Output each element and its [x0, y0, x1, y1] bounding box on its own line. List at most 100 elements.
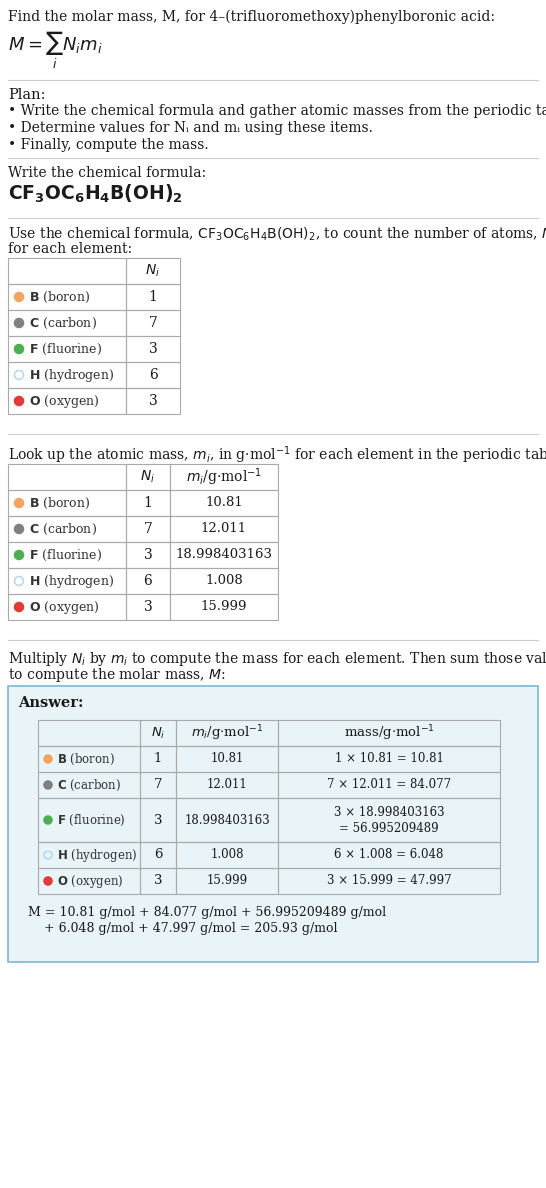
Bar [126, 284, 180, 310]
Bar [170, 542, 278, 568]
Bar [140, 772, 176, 798]
Text: to compute the molar mass, $M$:: to compute the molar mass, $M$: [8, 666, 225, 684]
Text: 3 × 18.998403163: 3 × 18.998403163 [334, 805, 444, 819]
Bar [8, 310, 126, 336]
Text: $\mathbf{F}$ (fluorine): $\mathbf{F}$ (fluorine) [29, 341, 102, 356]
Text: $m_i$/g$\cdot$mol$^{-1}$: $m_i$/g$\cdot$mol$^{-1}$ [191, 723, 263, 742]
Text: • Finally, compute the mass.: • Finally, compute the mass. [8, 138, 209, 152]
Text: 7 × 12.011 = 84.077: 7 × 12.011 = 84.077 [327, 778, 451, 791]
Bar [126, 258, 180, 284]
Text: Find the molar mass, M, for 4–(trifluoromethoxy)phenylboronic acid:: Find the molar mass, M, for 4–(trifluoro… [8, 10, 495, 25]
Bar [176, 772, 278, 798]
Text: = 56.995209489: = 56.995209489 [339, 821, 439, 834]
Text: 7: 7 [149, 316, 157, 330]
Text: 18.998403163: 18.998403163 [175, 549, 272, 562]
Circle shape [15, 318, 23, 328]
Bar [176, 746, 278, 772]
Text: $\mathbf{O}$ (oxygen): $\mathbf{O}$ (oxygen) [29, 392, 99, 410]
Bar [38, 746, 140, 772]
Circle shape [15, 602, 23, 612]
Bar [176, 868, 278, 895]
Text: 6 × 1.008 = 6.048: 6 × 1.008 = 6.048 [334, 848, 444, 861]
Bar [126, 465, 170, 489]
Text: 1.008: 1.008 [205, 575, 243, 588]
Circle shape [44, 781, 52, 789]
Text: $\mathbf{O}$ (oxygen): $\mathbf{O}$ (oxygen) [57, 872, 123, 890]
Text: 18.998403163: 18.998403163 [184, 814, 270, 827]
Bar [126, 362, 180, 388]
Text: Look up the atomic mass, $m_i$, in g$\cdot$mol$^{-1}$ for each element in the pe: Look up the atomic mass, $m_i$, in g$\cd… [8, 444, 546, 466]
Text: 12.011: 12.011 [201, 523, 247, 536]
Circle shape [44, 756, 52, 763]
Bar [278, 772, 500, 798]
Text: • Determine values for Nᵢ and mᵢ using these items.: • Determine values for Nᵢ and mᵢ using t… [8, 121, 373, 135]
Text: for each element:: for each element: [8, 242, 132, 255]
Bar [140, 868, 176, 895]
Text: $N_i$: $N_i$ [145, 263, 161, 279]
Circle shape [15, 524, 23, 533]
Bar [8, 284, 126, 310]
Text: 1: 1 [149, 290, 157, 304]
Text: 3: 3 [149, 394, 157, 407]
Bar [8, 336, 126, 362]
Bar [126, 516, 170, 542]
Text: $\mathbf{C}$ (carbon): $\mathbf{C}$ (carbon) [29, 522, 97, 537]
Bar [140, 842, 176, 868]
Bar [170, 465, 278, 489]
Bar [140, 746, 176, 772]
Bar [170, 516, 278, 542]
Text: 1: 1 [144, 497, 152, 510]
Circle shape [15, 397, 23, 405]
Text: $\mathbf{O}$ (oxygen): $\mathbf{O}$ (oxygen) [29, 599, 99, 615]
Text: Multiply $N_i$ by $m_i$ to compute the mass for each element. Then sum those val: Multiply $N_i$ by $m_i$ to compute the m… [8, 650, 546, 668]
Bar [8, 258, 126, 284]
Text: 3: 3 [149, 342, 157, 356]
Text: $\mathbf{H}$ (hydrogen): $\mathbf{H}$ (hydrogen) [29, 573, 114, 589]
Bar [126, 489, 170, 516]
Text: 15.999: 15.999 [206, 874, 247, 887]
Bar [8, 594, 126, 620]
Text: $N_i$: $N_i$ [140, 469, 156, 485]
Bar [8, 516, 126, 542]
Circle shape [15, 550, 23, 560]
Bar [126, 594, 170, 620]
Bar [38, 798, 140, 842]
Bar [8, 388, 126, 413]
Text: 6: 6 [144, 574, 152, 588]
Text: Use the chemical formula, $\mathrm{CF_3OC_6H_4B(OH)_2}$, to count the number of : Use the chemical formula, $\mathrm{CF_3O… [8, 226, 546, 244]
Text: 6: 6 [154, 848, 162, 861]
Text: mass/g$\cdot$mol$^{-1}$: mass/g$\cdot$mol$^{-1}$ [343, 723, 435, 742]
Text: 10.81: 10.81 [205, 497, 243, 510]
Bar [126, 336, 180, 362]
Text: 3: 3 [144, 548, 152, 562]
Text: 7: 7 [154, 778, 162, 791]
Text: Answer:: Answer: [18, 696, 84, 710]
Text: $\mathbf{B}$ (boron): $\mathbf{B}$ (boron) [29, 290, 91, 304]
Text: $\mathbf{F}$ (fluorine): $\mathbf{F}$ (fluorine) [57, 813, 126, 828]
Circle shape [44, 877, 52, 885]
Bar [126, 568, 170, 594]
Text: + 6.048 g/mol + 47.997 g/mol = 205.93 g/mol: + 6.048 g/mol + 47.997 g/mol = 205.93 g/… [28, 922, 337, 935]
Bar [170, 489, 278, 516]
Text: $\mathbf{C}$ (carbon): $\mathbf{C}$ (carbon) [57, 777, 121, 792]
Bar [278, 868, 500, 895]
Bar [140, 798, 176, 842]
Text: $\mathbf{H}$ (hydrogen): $\mathbf{H}$ (hydrogen) [29, 367, 114, 384]
Circle shape [44, 816, 52, 824]
Text: $\mathbf{B}$ (boron): $\mathbf{B}$ (boron) [57, 752, 115, 766]
Bar [278, 720, 500, 746]
Text: $M = \sum_i N_i m_i$: $M = \sum_i N_i m_i$ [8, 30, 103, 71]
Bar [8, 685, 538, 962]
Text: $\mathbf{F}$ (fluorine): $\mathbf{F}$ (fluorine) [29, 548, 102, 563]
Bar [38, 842, 140, 868]
Circle shape [15, 499, 23, 507]
Text: $\mathbf{CF_3OC_6H_4B(OH)_2}$: $\mathbf{CF_3OC_6H_4B(OH)_2}$ [8, 183, 183, 206]
Text: 3: 3 [154, 874, 162, 887]
Text: $\mathbf{C}$ (carbon): $\mathbf{C}$ (carbon) [29, 316, 97, 330]
Bar [176, 720, 278, 746]
Text: 10.81: 10.81 [210, 752, 244, 765]
Bar [278, 746, 500, 772]
Bar [8, 362, 126, 388]
Text: 1.008: 1.008 [210, 848, 244, 861]
Text: $\mathbf{H}$ (hydrogen): $\mathbf{H}$ (hydrogen) [57, 847, 138, 864]
